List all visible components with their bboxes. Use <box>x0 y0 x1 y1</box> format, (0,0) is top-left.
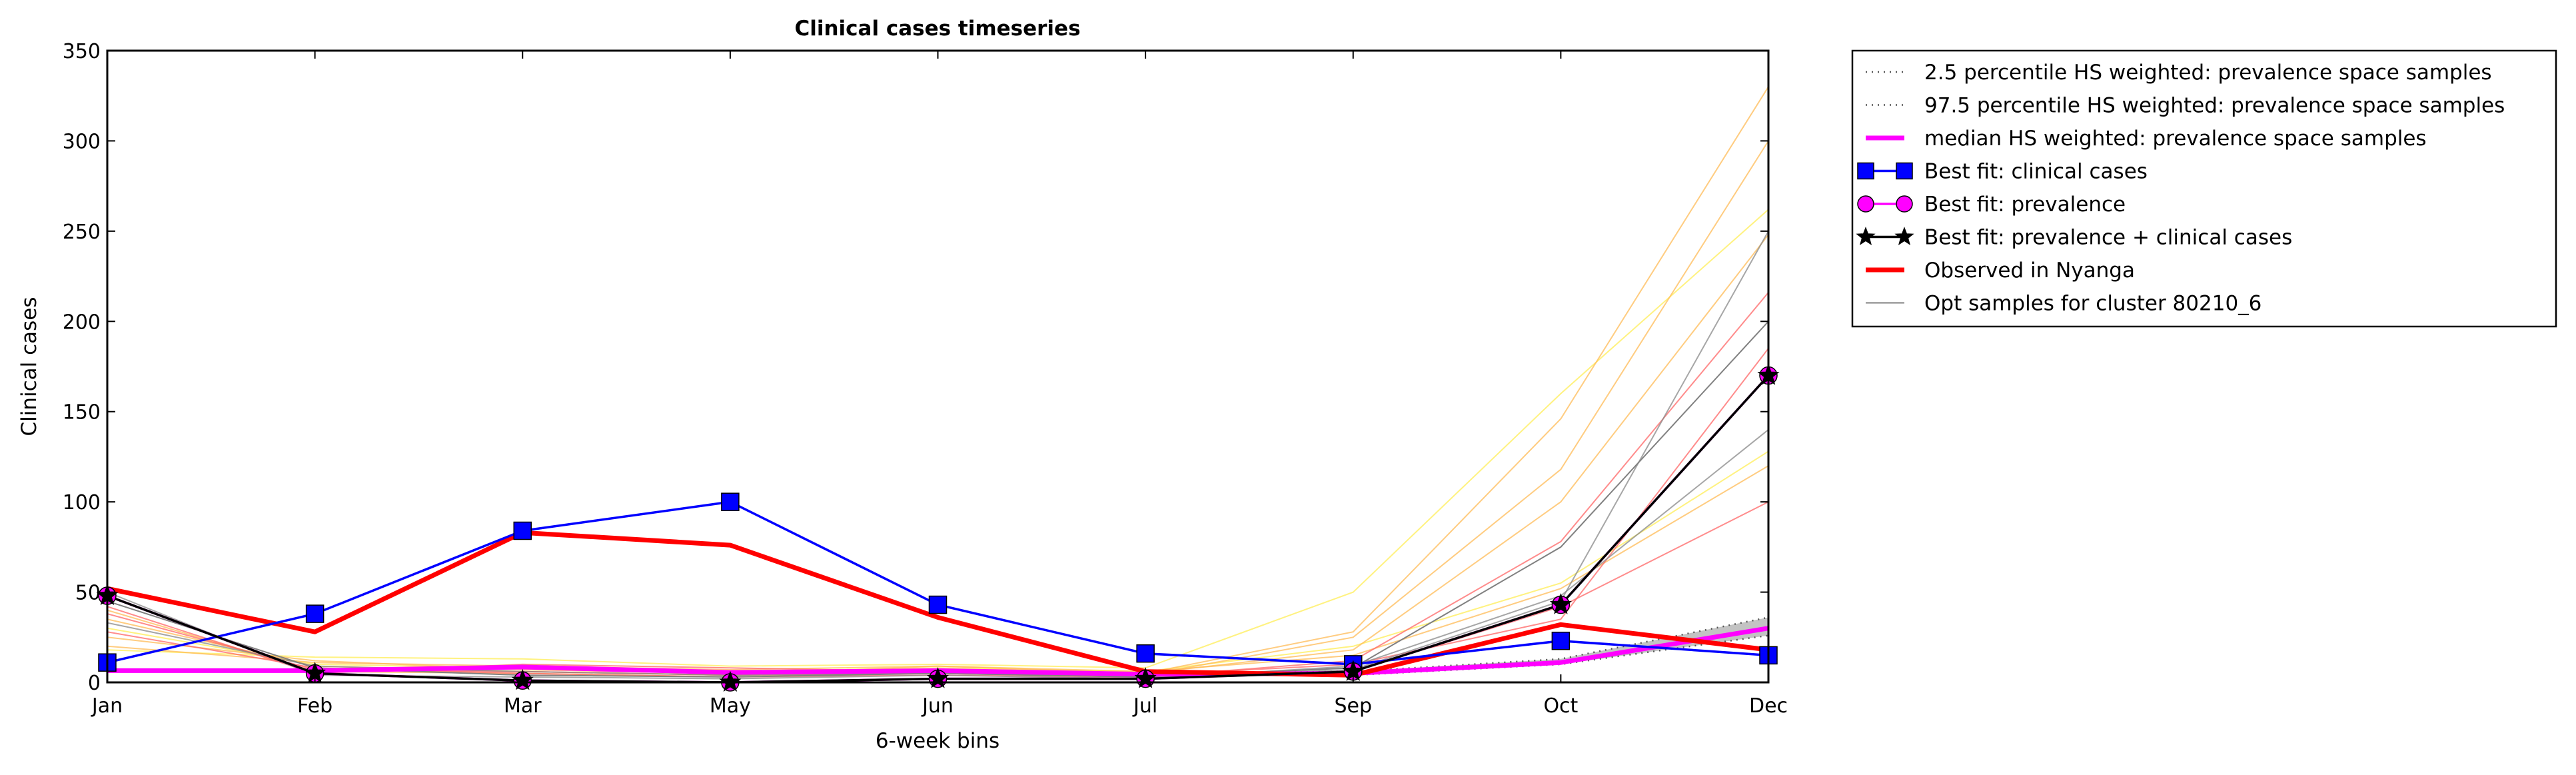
legend-label-4: Best fit: clinical cases <box>1924 160 2148 184</box>
y-tick-label: 300 <box>63 130 101 153</box>
legend-label-6: Best fit: prevalence + clinical cases <box>1924 226 2292 250</box>
legend-marker-6a <box>1856 227 1876 245</box>
x-tick-label: Jun <box>921 694 954 718</box>
x-tick-label: Sep <box>1334 694 1372 718</box>
y-tick-label: 350 <box>63 40 101 63</box>
y-tick-label: 0 <box>88 672 101 695</box>
legend-label-3: median HS weighted: prevalence space sam… <box>1924 127 2427 151</box>
x-tick-label: Jul <box>1132 694 1157 718</box>
data-point-series4-3 <box>513 521 532 540</box>
y-tick-label: 150 <box>63 401 101 424</box>
legend-marker-4b <box>1896 162 1913 180</box>
axes: 0 50 100 150 200 250 300 350 Jan Feb Mar May Jun Jul S… <box>63 40 1788 718</box>
data-point-series6-8 <box>1549 593 1572 614</box>
y-tick-label: 250 <box>63 221 101 244</box>
series-line-7 <box>107 530 1768 678</box>
data-point-series4-6 <box>1136 644 1155 663</box>
x-tick-label: May <box>710 694 751 718</box>
legend-marker-4a <box>1857 162 1874 180</box>
x-tick-label: Dec <box>1749 694 1788 718</box>
x-tick-label: Feb <box>297 694 332 718</box>
y-tick-label: 100 <box>63 491 101 514</box>
legend-box <box>1851 49 2557 328</box>
y-tick-label: 50 <box>75 582 101 605</box>
chart-title: Clinical cases timeseries <box>794 17 1080 41</box>
x-tick-label: Jan <box>91 694 123 718</box>
y-axis-title: Clinical cases <box>17 297 41 436</box>
legend-label-8: Opt samples for cluster 80210_6 <box>1924 292 2261 316</box>
x-tick-label: Mar <box>504 694 542 718</box>
sample-line-6 <box>107 465 1768 672</box>
legend: 2.5 percentile HS weighted: prevalence s… <box>1851 49 2557 328</box>
legend-label-7: Observed in Nyanga <box>1924 259 2135 283</box>
legend-marker-5a <box>1857 195 1874 213</box>
y-tick-label: 200 <box>63 311 101 334</box>
x-tick-label: Oct <box>1543 694 1578 718</box>
legend-label-2: 97.5 percentile HS weighted: prevalence … <box>1924 94 2505 118</box>
data-point-series4-8 <box>1551 631 1571 650</box>
legend-label-1: 2.5 percentile HS weighted: prevalence s… <box>1924 61 2492 85</box>
sample-line-1 <box>107 209 1768 669</box>
legend-label-5: Best fit: prevalence <box>1924 193 2126 217</box>
data-point-series4-5 <box>928 595 948 614</box>
data-point-series4-2 <box>305 604 324 623</box>
x-axis-title: 6-week bins <box>876 729 999 753</box>
data-point-series4-4 <box>721 492 740 511</box>
legend-marker-5b <box>1896 195 1913 213</box>
legend-marker-6b <box>1894 227 1914 245</box>
